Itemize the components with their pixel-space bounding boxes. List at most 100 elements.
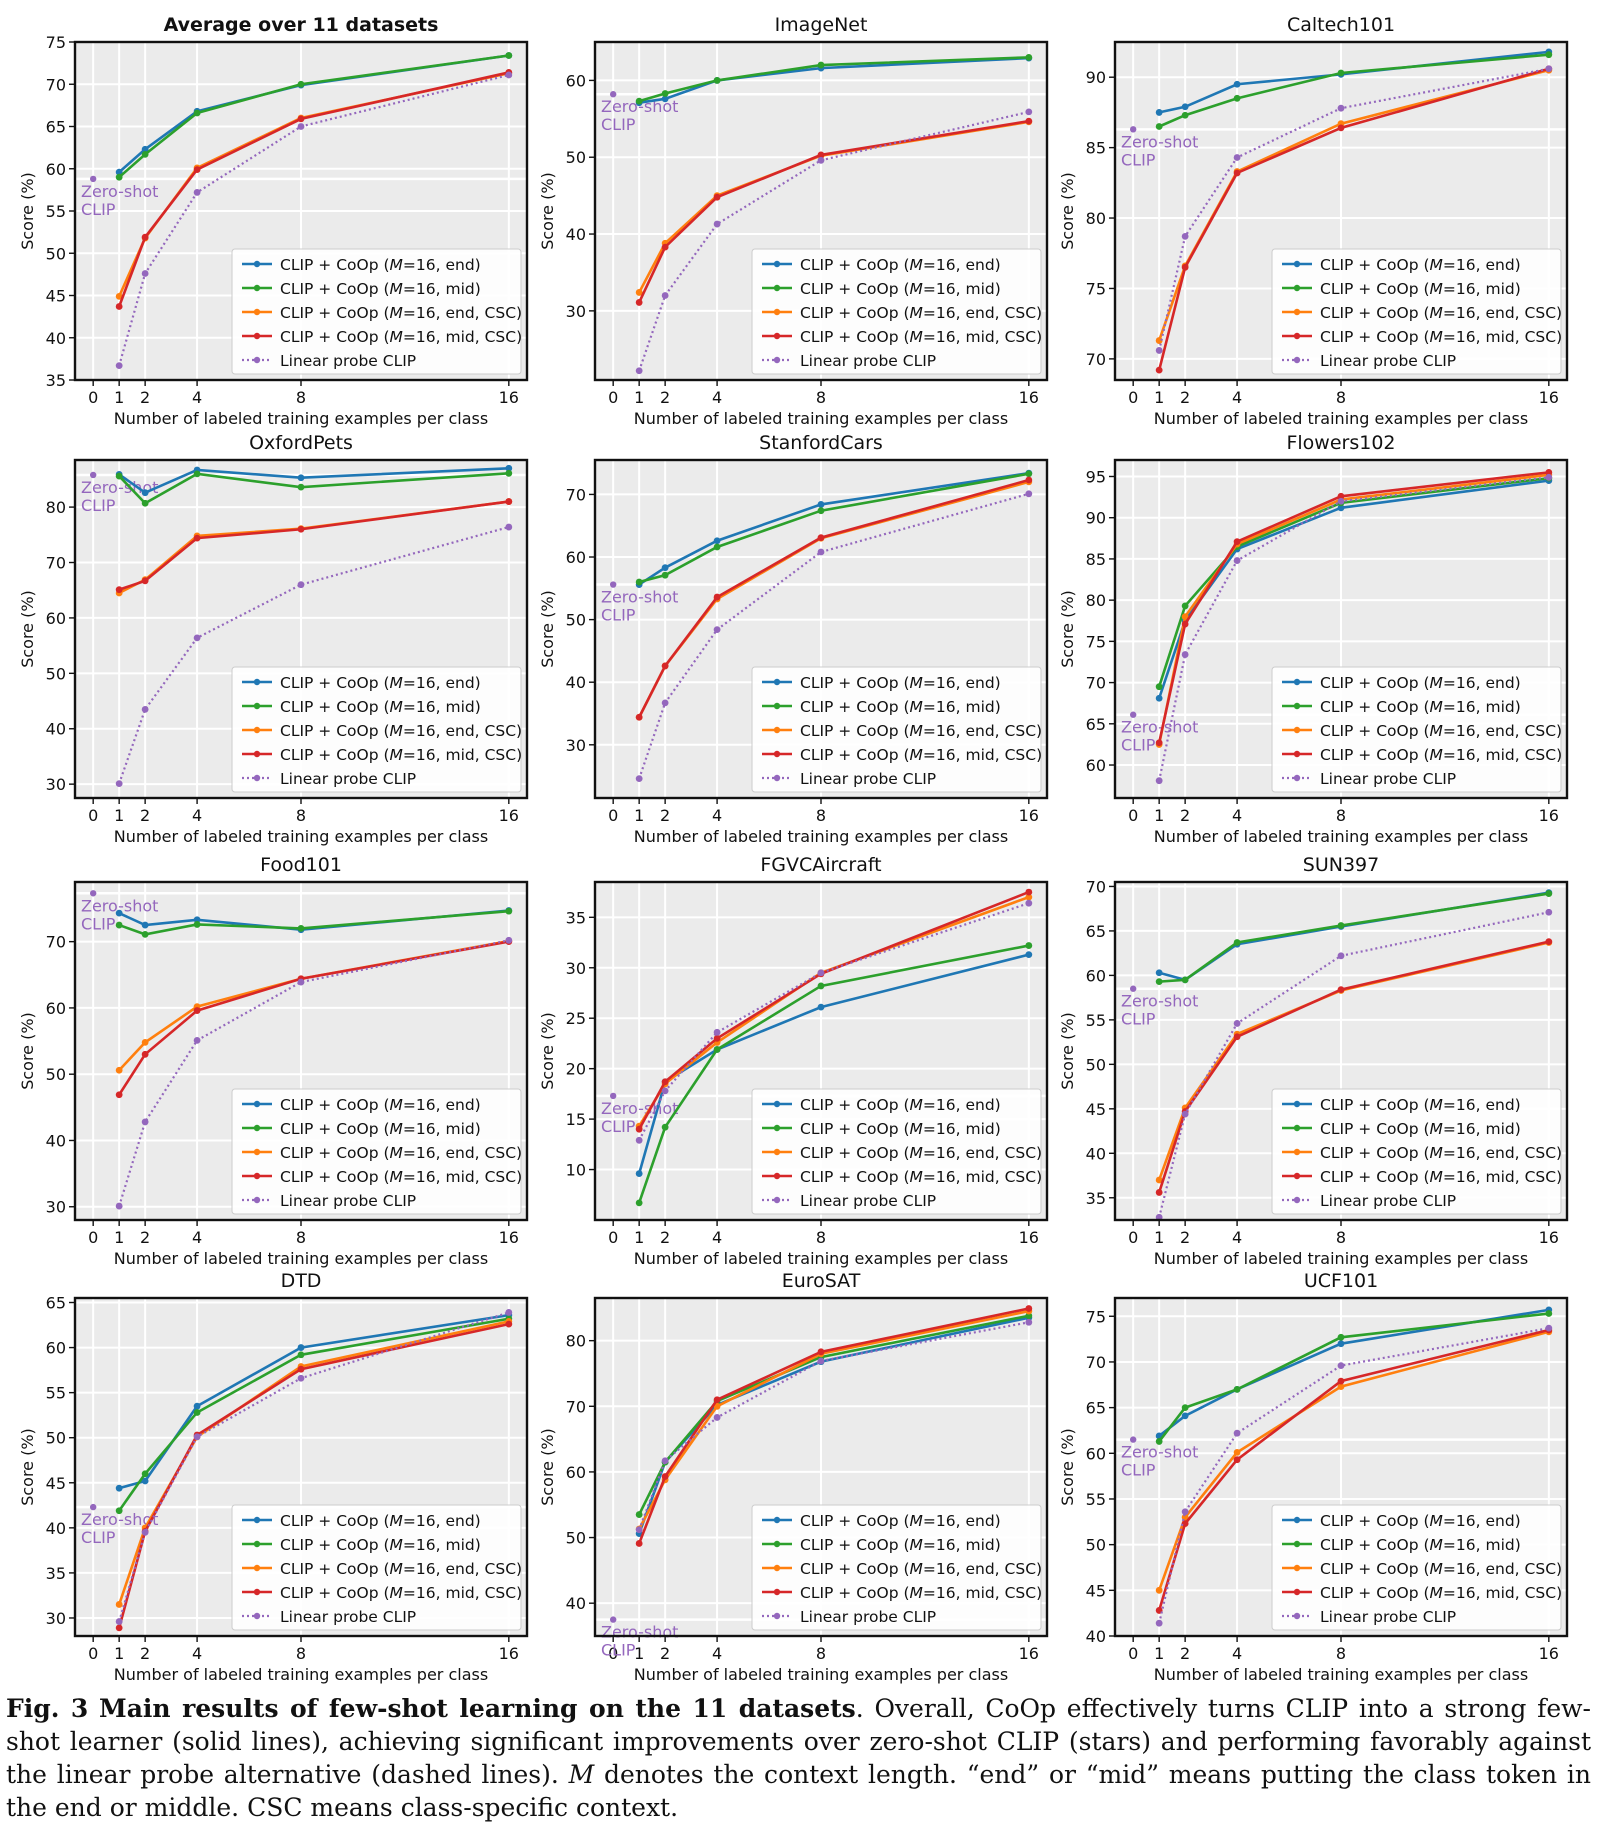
x-tick-label: 0 [88, 1228, 98, 1247]
legend-marker [253, 1516, 261, 1524]
y-tick-label: 40 [46, 720, 66, 739]
plot-frame [593, 880, 1049, 1222]
y-tick-label: 75 [1086, 279, 1106, 298]
series-line [638, 492, 1030, 779]
data-point [1181, 1508, 1189, 1516]
legend-marker [1293, 260, 1301, 268]
data-point [193, 1409, 201, 1416]
data-point [141, 1118, 149, 1126]
legend-marker [1293, 1588, 1301, 1596]
y-tick-label: 60 [46, 160, 66, 179]
legend-label: CLIP + CoOp (M=16, end, CSC) [1320, 1144, 1562, 1162]
data-point [817, 534, 825, 542]
data-point [115, 780, 123, 787]
legend-marker [1293, 1172, 1301, 1180]
x-tick-label: 16 [1019, 1644, 1039, 1663]
legend-marker [253, 332, 261, 340]
data-point [193, 166, 201, 173]
y-tick-label: 60 [566, 548, 586, 567]
data-point [1233, 1033, 1241, 1041]
data-point [141, 921, 149, 929]
legend-marker [1293, 1196, 1301, 1204]
zero-shot-marker [609, 581, 617, 588]
zero-shot-marker [1129, 126, 1137, 133]
y-tick-label: 70 [566, 485, 586, 504]
x-tick-label: 8 [296, 1644, 306, 1663]
legend-label: CLIP + CoOp (M=16, end, CSC) [1320, 304, 1562, 322]
x-tick-label: 0 [608, 1228, 618, 1247]
x-tick-label: 1 [114, 806, 124, 825]
x-tick-label: 16 [1539, 1644, 1559, 1663]
y-tick-label: 70 [1086, 877, 1106, 896]
x-tick-label: 8 [1336, 1228, 1346, 1247]
x-tick-label: 4 [712, 388, 722, 407]
legend-marker [1293, 750, 1301, 758]
x-tick-label: 0 [608, 806, 618, 825]
data-point [193, 1402, 201, 1410]
x-tick-label: 1 [114, 1228, 124, 1247]
data-point [635, 1170, 643, 1177]
zero-shot-label: CLIP [601, 115, 636, 134]
legend-marker [253, 1172, 261, 1180]
data-point [297, 924, 305, 932]
y-tick-label: 35 [46, 1564, 66, 1583]
legend-label: Linear probe CLIP [800, 1192, 936, 1210]
zero-shot-marker [89, 471, 97, 479]
y-tick-label: 60 [1086, 1444, 1106, 1463]
data-point [661, 95, 669, 103]
y-tick-label: 40 [46, 1519, 66, 1538]
x-tick-label: 8 [296, 806, 306, 825]
legend-marker [1293, 678, 1301, 686]
y-tick-label: 60 [46, 609, 66, 628]
data-point [141, 1477, 149, 1485]
legend-marker [773, 1196, 781, 1204]
data-point [1233, 1020, 1241, 1027]
chart-panel: Food101 0 1 2 4 8 16 30 40 50 60 70 Number of labele… [18, 854, 529, 1268]
data-point [1025, 1318, 1033, 1326]
data-point [817, 61, 825, 69]
legend-marker [253, 774, 261, 782]
x-tick-label: 0 [1128, 388, 1138, 407]
data-point [1181, 976, 1189, 984]
data-point [1181, 602, 1189, 610]
zero-shot-marker [1129, 711, 1137, 718]
caption-label: Fig. 3 [6, 1694, 89, 1723]
y-tick-label: 80 [566, 1332, 586, 1351]
y-tick-label: 30 [46, 775, 66, 794]
legend-label: CLIP + CoOp (M=16, end) [800, 256, 1001, 274]
x-tick-label: 8 [1336, 1644, 1346, 1663]
legend-label: CLIP + CoOp (M=16, end) [280, 256, 481, 274]
legend-box [751, 248, 1042, 375]
y-tick-label: 60 [1086, 966, 1106, 985]
legend-label: CLIP + CoOp (M=16, end, CSC) [800, 722, 1042, 740]
y-axis-label: Score (%) [1058, 1428, 1077, 1506]
data-point [635, 775, 643, 782]
legend-box [751, 1504, 1042, 1631]
data-point [115, 303, 123, 310]
data-point [1025, 490, 1033, 498]
data-point [1155, 1586, 1163, 1594]
zero-shot-label: CLIP [601, 1117, 636, 1136]
data-point [297, 581, 305, 589]
data-point [1155, 1189, 1163, 1196]
data-point [817, 969, 825, 977]
legend-marker [773, 774, 781, 782]
legend-label: Linear probe CLIP [1320, 352, 1456, 370]
y-tick-label: 40 [46, 329, 66, 348]
data-point [635, 367, 643, 375]
y-tick-label: 45 [46, 287, 66, 306]
x-tick-label: 2 [140, 806, 150, 825]
data-point [713, 1028, 721, 1036]
y-tick-label: 60 [46, 1339, 66, 1358]
data-point [1337, 1377, 1345, 1385]
legend-box [1271, 666, 1562, 793]
y-tick-label: 60 [566, 1463, 586, 1482]
legend: CLIP + CoOp (M=16, end) CLIP + CoOp (M=16… [1271, 248, 1562, 375]
data-point [817, 1003, 825, 1011]
legend-marker [253, 1588, 261, 1596]
x-tick-label: 8 [816, 388, 826, 407]
plot-frame [593, 458, 1049, 800]
zero-shot-label: Zero-shot [81, 896, 158, 915]
data-point [661, 571, 669, 579]
data-point [713, 193, 721, 201]
